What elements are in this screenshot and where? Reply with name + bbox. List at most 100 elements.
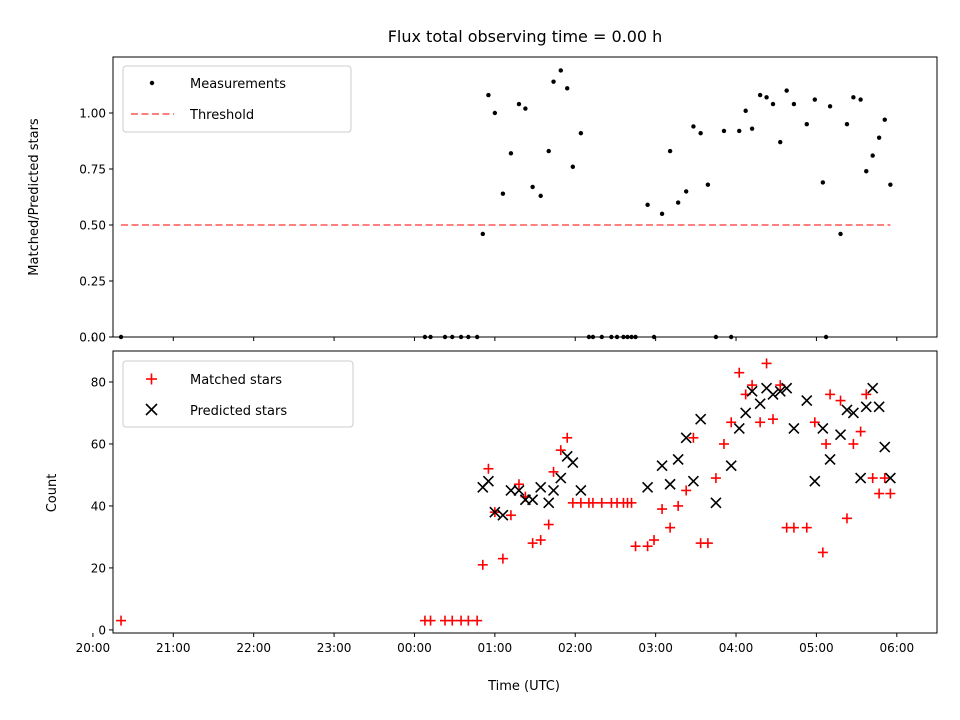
matched-stars-point	[472, 615, 483, 626]
matched-stars-point	[788, 522, 799, 533]
predicted-stars-point	[543, 497, 555, 509]
measurements-point	[691, 124, 696, 129]
matched-stars-point	[463, 615, 474, 626]
measurements-point	[698, 130, 703, 136]
predicted-stars-point	[884, 472, 896, 484]
matched-stars-point	[879, 473, 890, 484]
measurements-point	[764, 95, 769, 100]
matched-stars-point	[855, 426, 866, 437]
matched-stars-point	[630, 541, 641, 552]
matched-stars-point	[761, 358, 772, 369]
matched-stars-point	[673, 500, 684, 511]
measurements-point	[743, 108, 748, 113]
matched-stars-point	[642, 541, 653, 552]
x-tick-label: 05:00	[799, 641, 834, 655]
matched-stars-point	[817, 547, 828, 558]
measurements-point	[659, 211, 665, 216]
measurements-point	[864, 169, 869, 174]
measurements-point	[683, 189, 689, 194]
ratio-panel-legend-box	[122, 65, 352, 133]
matched-stars-point	[657, 504, 668, 515]
predicted-stars-point	[664, 478, 676, 490]
matched-stars-point	[734, 367, 745, 378]
measurements-point	[558, 68, 563, 73]
y-tick-label: 0.75	[79, 163, 106, 177]
matched-stars-point	[726, 417, 737, 428]
measurements-point	[565, 86, 570, 91]
measurements-point	[757, 92, 763, 98]
matched-stars-point	[874, 488, 885, 499]
matched-stars-point	[116, 615, 127, 626]
predicted-stars-point	[482, 475, 494, 487]
matched-stars-point	[425, 615, 436, 626]
predicted-stars-point	[855, 472, 867, 484]
x-tick-label: 21:00	[156, 641, 191, 655]
matched-stars-point	[867, 473, 878, 484]
y-tick-label: 0.25	[79, 275, 106, 289]
measurements-point	[516, 101, 522, 107]
x-tick-label: 02:00	[558, 641, 593, 655]
predicted-stars-point	[788, 422, 800, 435]
x-tick-label: 22:00	[236, 641, 271, 655]
matched-stars-point	[681, 485, 692, 496]
measurements-point	[838, 231, 843, 237]
matched-stars-point	[848, 438, 859, 449]
x-tick-label: 04:00	[719, 641, 754, 655]
count-panel-y-axis-label: Count	[45, 474, 60, 513]
legend-label-matched-stars: Matched stars	[190, 373, 282, 388]
count-panel-frame	[112, 350, 938, 634]
predicted-stars-point	[695, 413, 707, 425]
predicted-stars-point	[656, 460, 668, 472]
y-tick-label: 1.00	[79, 107, 106, 121]
matched-stars-point	[809, 417, 820, 428]
matched-stars-point	[801, 522, 812, 533]
measurements-point	[500, 191, 506, 196]
measurements-point	[791, 101, 797, 107]
predicted-stars-point	[740, 407, 752, 419]
count-panel-y-ticks: 0 20 40 60 80	[91, 375, 113, 637]
predicted-stars-point	[575, 484, 587, 497]
measurements-point	[778, 139, 783, 145]
count-panel-marks	[116, 358, 896, 626]
measurements-point	[721, 128, 727, 134]
predicted-stars-point	[767, 388, 779, 400]
x-tick-label: 20:00	[76, 641, 111, 655]
predicted-stars-point	[497, 509, 509, 521]
predicted-stars-point	[725, 460, 737, 472]
measurements-point	[530, 184, 535, 190]
matched-stars-point	[505, 510, 516, 521]
measurements-point	[888, 182, 893, 187]
measurements-point	[551, 79, 556, 84]
matched-stars-point	[825, 389, 836, 400]
measurements-point	[675, 200, 681, 205]
predicted-stars-point	[834, 429, 847, 441]
predicted-stars-point	[774, 385, 786, 397]
legend-label-predicted-stars: Predicted stars	[190, 404, 287, 419]
predicted-stars-point	[567, 456, 579, 469]
predicted-stars-point	[687, 475, 699, 487]
matched-stars-point	[447, 615, 458, 626]
measurements-point	[578, 130, 584, 136]
matched-stars-point	[702, 538, 713, 549]
measurements-point	[844, 122, 850, 127]
measurements-point	[486, 92, 491, 98]
chart-title: Flux total observing time = 0.00 h	[388, 27, 663, 46]
matched-stars-point	[861, 389, 872, 400]
measurements-point	[804, 122, 809, 127]
predicted-stars-point	[733, 422, 745, 435]
measurements-point	[827, 104, 833, 109]
matched-stars-point	[755, 417, 766, 428]
predicted-stars-point	[847, 407, 859, 419]
measurements-point	[667, 148, 673, 154]
x-tick-label: 01:00	[478, 641, 513, 655]
predicted-stars-point	[547, 484, 560, 497]
predicted-stars-point	[489, 506, 501, 518]
matched-stars-point	[718, 438, 729, 449]
y-tick-label: 60	[91, 437, 106, 451]
predicted-stars-point	[672, 453, 684, 466]
x-tick-label: 06:00	[880, 641, 915, 655]
measurements-point	[508, 151, 514, 156]
matched-stars-point	[649, 535, 660, 546]
matched-stars-point	[543, 519, 554, 530]
matched-stars-point	[548, 466, 559, 477]
